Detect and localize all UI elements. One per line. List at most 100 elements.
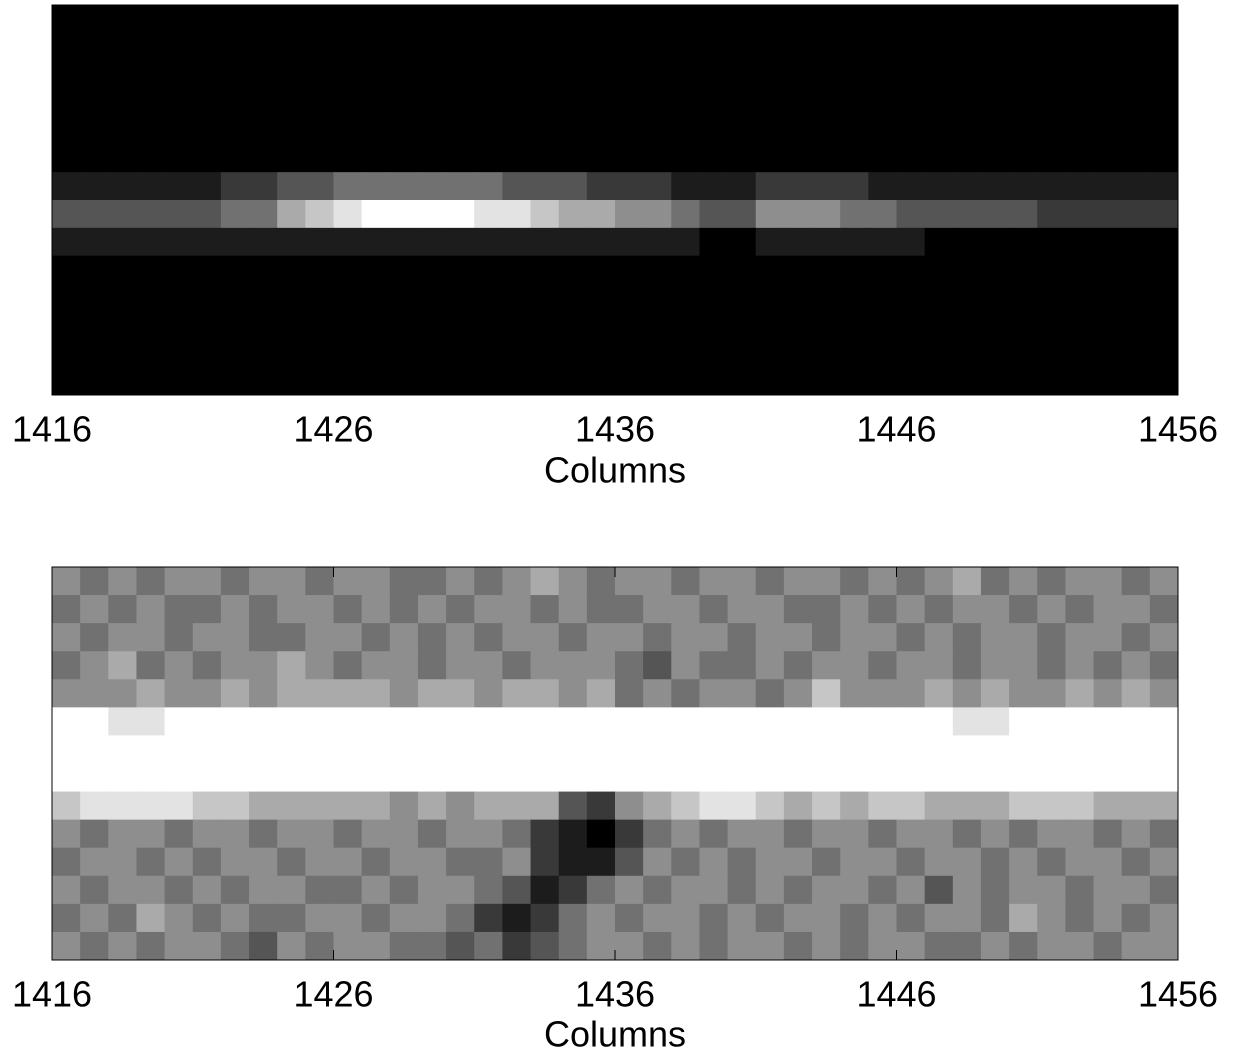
- pixel: [417, 819, 447, 849]
- pixel: [1009, 651, 1038, 680]
- pixel: [924, 595, 954, 624]
- pixel: [671, 847, 700, 877]
- pixel: [952, 567, 982, 596]
- pixel: [812, 623, 841, 652]
- pixel: [727, 931, 757, 961]
- pixel: [417, 88, 447, 117]
- pixel: [108, 144, 137, 173]
- pixel: [446, 283, 475, 312]
- pixel: [783, 32, 813, 62]
- pixel: [755, 283, 785, 312]
- pixel: [1009, 707, 1038, 736]
- pixel: [249, 567, 278, 596]
- pixel: [277, 651, 306, 680]
- pixel: [333, 875, 363, 905]
- pixel: [136, 5, 166, 34]
- pixel: [389, 5, 419, 34]
- pixel: [389, 763, 419, 793]
- pixel: [389, 200, 419, 229]
- pixel: [530, 367, 560, 396]
- pixel: [727, 623, 757, 652]
- pixel: [1121, 651, 1151, 680]
- x-axis-label: Columns: [544, 1014, 686, 1055]
- pixel: [417, 5, 447, 34]
- pixel: [277, 311, 306, 340]
- pixel: [1065, 763, 1095, 793]
- pixel: [361, 707, 391, 736]
- pixel: [1121, 339, 1151, 368]
- pixel: [389, 227, 419, 257]
- pixel: [446, 255, 475, 285]
- pixel: [389, 875, 419, 905]
- pixel: [1037, 32, 1066, 62]
- pixel: [755, 339, 785, 368]
- pixel: [417, 735, 447, 764]
- pixel: [192, 227, 222, 257]
- pixel: [136, 144, 166, 173]
- pixel: [924, 339, 954, 368]
- pixel: [896, 60, 926, 90]
- pixel: [530, 567, 560, 596]
- pixel: [277, 623, 306, 652]
- pixel: [755, 931, 785, 961]
- pixel: [755, 903, 785, 933]
- pixel: [80, 791, 109, 821]
- pixel: [80, 32, 109, 62]
- pixel: [868, 311, 897, 340]
- pixel: [980, 791, 1010, 821]
- pixel: [755, 367, 785, 396]
- pixel: [783, 339, 813, 368]
- pixel: [952, 679, 982, 708]
- pixel: [417, 791, 447, 821]
- pixel: [586, 623, 616, 652]
- pixel: [699, 763, 729, 793]
- pixel: [417, 903, 447, 933]
- pixel: [1037, 116, 1066, 145]
- pixel: [474, 60, 503, 90]
- pixel: [586, 60, 616, 90]
- pixel: [812, 679, 841, 708]
- pixel: [586, 875, 616, 905]
- pixel: [1065, 875, 1095, 905]
- pixel: [361, 200, 391, 229]
- pixel: [446, 367, 475, 396]
- pixel: [1065, 5, 1095, 34]
- pixel: [924, 144, 954, 173]
- pixel: [249, 595, 278, 624]
- pixel: [1065, 200, 1095, 229]
- pixel: [474, 88, 503, 117]
- pixel: [1037, 735, 1066, 764]
- pixel: [586, 763, 616, 793]
- pixel: [980, 367, 1010, 396]
- pixel: [840, 567, 869, 596]
- pixel: [1121, 623, 1151, 652]
- pixel: [980, 651, 1010, 680]
- pixel: [474, 255, 503, 285]
- pixel: [558, 707, 588, 736]
- pixel: [277, 283, 306, 312]
- pixel: [502, 255, 532, 285]
- pixel: [502, 283, 532, 312]
- pixel: [896, 339, 926, 368]
- pixel: [220, 707, 250, 736]
- pixel: [108, 763, 137, 793]
- pixel: [840, 311, 869, 340]
- pixel: [333, 144, 363, 173]
- pixel: [108, 679, 137, 708]
- pixel: [1121, 875, 1151, 905]
- pixel: [136, 311, 166, 340]
- pixel: [52, 931, 81, 961]
- pixel: [164, 567, 194, 596]
- pixel: [530, 88, 560, 117]
- pixel: [389, 707, 419, 736]
- pixel: [980, 200, 1010, 229]
- pixel: [305, 200, 334, 229]
- pixel: [1149, 903, 1179, 933]
- pixel: [840, 903, 869, 933]
- pixel: [980, 679, 1010, 708]
- pixel: [896, 5, 926, 34]
- pixel: [952, 172, 982, 201]
- pixel: [305, 144, 334, 173]
- pixel: [615, 311, 644, 340]
- pixel: [108, 283, 137, 312]
